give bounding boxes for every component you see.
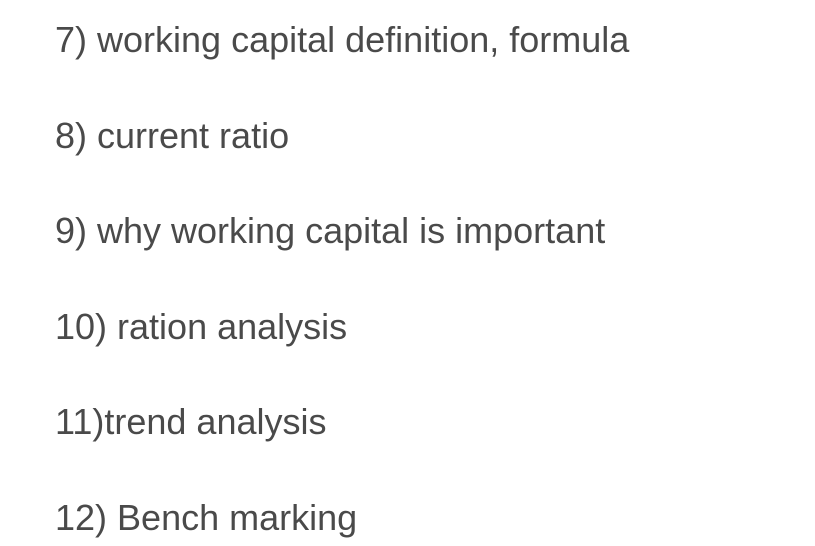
numbered-list: 7) working capital definition, formula 8… (55, 20, 815, 538)
list-item: 11)trend analysis (55, 402, 815, 442)
list-item: 7) working capital definition, formula (55, 20, 815, 60)
item-text: ration analysis (117, 306, 347, 347)
item-number: 9) (55, 210, 97, 251)
item-number: 8) (55, 115, 97, 156)
item-number: 7) (55, 19, 97, 60)
list-item: 9) why working capital is important (55, 211, 815, 251)
item-number: 11) (55, 401, 104, 442)
item-text: working capital definition, formula (97, 19, 629, 60)
item-text: trend analysis (104, 401, 326, 442)
item-number: 10) (55, 306, 117, 347)
list-item: 10) ration analysis (55, 307, 815, 347)
item-text: current ratio (97, 115, 289, 156)
item-number: 12) (55, 497, 117, 538)
list-item: 12) Bench marking (55, 498, 815, 538)
item-text: Bench marking (117, 497, 357, 538)
list-item: 8) current ratio (55, 116, 815, 156)
item-text: why working capital is important (97, 210, 605, 251)
